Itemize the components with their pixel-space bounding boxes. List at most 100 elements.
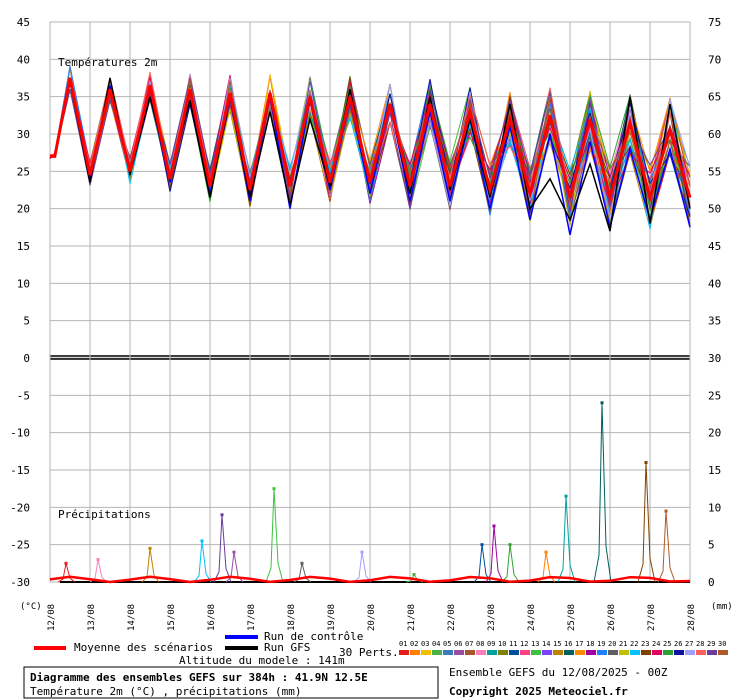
left-tick-label: 25 <box>17 165 30 178</box>
member-legend-number: 01 <box>399 640 407 648</box>
member-legend-swatch <box>630 650 640 655</box>
footer-title-box <box>23 666 439 699</box>
precip-spike-marker <box>600 401 604 405</box>
member-legend-swatch <box>586 650 596 655</box>
member-legend-swatch <box>432 650 442 655</box>
precip-spike-marker <box>360 550 364 554</box>
precip-spike-marker <box>664 509 668 513</box>
date-tick-label: 20/08 <box>367 604 377 631</box>
left-tick-label: 45 <box>17 16 30 29</box>
member-legend-number: 19 <box>597 640 605 648</box>
member-legend-number: 27 <box>685 640 693 648</box>
left-tick-label: 30 <box>17 128 30 141</box>
member-legend-number: 14 <box>542 640 550 648</box>
precip-spike <box>213 514 232 583</box>
member-legend-number: 17 <box>575 640 583 648</box>
precip-spike <box>265 488 284 583</box>
precip-spike-marker <box>492 524 496 528</box>
member-legend-number: 06 <box>454 640 462 648</box>
member-legend-number: 13 <box>531 640 539 648</box>
right-tick-label: 0 <box>708 576 715 589</box>
precip-spike <box>193 540 212 583</box>
right-tick-label: 55 <box>708 165 721 178</box>
date-tick-label: 19/08 <box>327 604 337 631</box>
member-legend-number: 15 <box>553 640 561 648</box>
date-tick-label: 12/08 <box>47 604 57 631</box>
right-tick-label: 45 <box>708 240 721 253</box>
precip-spike <box>353 552 372 583</box>
member-legend-swatch <box>696 650 706 655</box>
date-tick-label: 23/08 <box>487 604 497 631</box>
member-legend-swatch <box>476 650 486 655</box>
left-tick-label: -15 <box>10 464 30 477</box>
right-tick-label: 40 <box>708 277 721 290</box>
date-tick-label: 24/08 <box>527 604 537 631</box>
member-legend-swatch <box>531 650 541 655</box>
member-legend-number: 11 <box>509 640 517 648</box>
left-tick-label: 40 <box>17 53 30 66</box>
member-legend-number: 18 <box>586 640 594 648</box>
member-legend-swatch <box>608 650 618 655</box>
date-tick-label: 18/08 <box>287 604 297 631</box>
member-legend-swatch <box>421 650 431 655</box>
precip-spike <box>501 544 520 583</box>
member-legend-swatch <box>443 650 453 655</box>
precip-spike-marker <box>232 550 236 554</box>
precip-spike-marker <box>272 487 276 491</box>
member-legend-number: 05 <box>443 640 451 648</box>
precip-spike-marker <box>200 539 204 543</box>
right-tick-label: 65 <box>708 91 721 104</box>
date-tick-label: 14/08 <box>127 604 137 631</box>
member-legend-swatch <box>399 650 409 655</box>
date-tick-label: 28/08 <box>687 604 697 631</box>
date-tick-label: 15/08 <box>167 604 177 631</box>
member-legend-number: 26 <box>674 640 682 648</box>
member-legend-swatch <box>498 650 508 655</box>
precip-spike-marker <box>480 543 484 547</box>
right-tick-label: 15 <box>708 464 721 477</box>
member-legend: 01 02 03 04 05 06 07 08 09 10 11 12 13 14 15 16 17 18 19 20… <box>399 640 728 655</box>
left-tick-label: -20 <box>10 501 30 514</box>
date-tick-label: 16/08 <box>207 604 217 631</box>
date-tick-label: 25/08 <box>567 604 577 631</box>
member-legend-number: 20 <box>608 640 616 648</box>
precipitation-panel-label: Précipitations <box>58 508 151 521</box>
footer-title-line1: Diagramme des ensembles GEFS sur 384h : … <box>30 671 368 684</box>
member-legend-swatch <box>685 650 695 655</box>
precip-spike-marker <box>220 513 224 517</box>
precip-spike <box>593 402 612 583</box>
left-tick-label: 35 <box>17 91 30 104</box>
right-tick-label: 5 <box>708 539 715 552</box>
member-legend-number: 07 <box>465 640 473 648</box>
date-tick-label: 22/08 <box>447 604 457 631</box>
date-tick-label: 13/08 <box>87 604 97 631</box>
precip-spike-marker <box>564 494 568 498</box>
left-tick-label: -30 <box>10 576 30 589</box>
member-legend-number: 02 <box>410 640 418 648</box>
precip-spike <box>485 525 504 583</box>
member-legend-number: 03 <box>421 640 429 648</box>
member-legend-swatch <box>410 650 420 655</box>
member-legend-number: 12 <box>520 640 528 648</box>
precip-spike-marker <box>300 561 304 565</box>
precip-spike <box>637 462 656 583</box>
precip-spike-marker <box>544 550 548 554</box>
member-legend-swatch <box>553 650 563 655</box>
date-tick-label: 21/08 <box>407 604 417 631</box>
member-legend-swatch <box>564 650 574 655</box>
temperature-series-group <box>49 66 692 235</box>
date-tick-label: 26/08 <box>607 604 617 631</box>
left-tick-label: 10 <box>17 277 30 290</box>
member-legend-swatch <box>509 650 519 655</box>
run-info: Ensemble GEFS du 12/08/2025 - 00Z <box>449 666 668 679</box>
precip-spike-marker <box>508 543 512 547</box>
gfs-legend-label: Run GFS <box>264 641 310 654</box>
member-legend-swatch <box>542 650 552 655</box>
member-legend-number: 28 <box>696 640 704 648</box>
left-tick-label: -5 <box>17 389 30 402</box>
left-tick-label: 15 <box>17 240 30 253</box>
right-tick-label: 60 <box>708 128 721 141</box>
precip-spike-marker <box>644 461 648 465</box>
left-tick-label: 5 <box>23 315 30 328</box>
